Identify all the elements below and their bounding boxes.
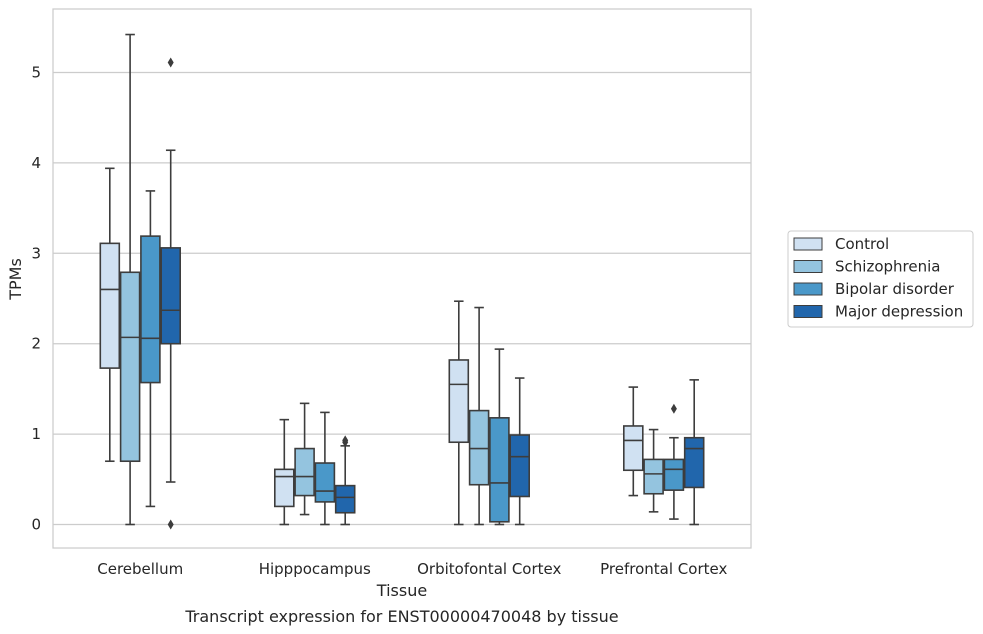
- y-tick-label: 5: [31, 64, 41, 82]
- box-bipolar-disorder: [314, 411, 336, 526]
- y-tick-labels: 0 1 2 3 4 5: [31, 64, 41, 534]
- legend-swatch: [793, 260, 823, 273]
- legend-frame: [787, 230, 974, 328]
- box-body: [448, 359, 470, 444]
- box-body: [119, 271, 141, 463]
- legend-swatch: [793, 237, 823, 251]
- y-tick-label: 2: [31, 335, 41, 353]
- box-body: [683, 436, 705, 489]
- box-body: [663, 458, 685, 491]
- box-body: [273, 468, 295, 508]
- boxes: [99, 33, 705, 530]
- y-tick-label: 3: [31, 244, 41, 262]
- x-axis-title: Tissue: [376, 581, 427, 600]
- y-axis-title: TPMs: [6, 258, 25, 301]
- y-tick-label: 4: [31, 154, 41, 172]
- box-major-depression: [160, 57, 181, 530]
- box-body: [140, 235, 161, 384]
- box-body: [489, 417, 510, 523]
- box-schizophrenia: [468, 306, 490, 526]
- legend-swatch: [793, 305, 823, 318]
- x-tick-label: Cerebellum: [97, 560, 183, 578]
- box-control: [99, 167, 121, 463]
- box-bipolar-disorder: [663, 403, 685, 520]
- box-body: [160, 247, 181, 345]
- box-schizophrenia: [119, 33, 141, 526]
- plot-area: [52, 8, 752, 549]
- box-major-depression: [334, 435, 356, 526]
- y-tick-label: 0: [31, 516, 41, 534]
- box-body: [294, 447, 315, 497]
- legend-label: Control: [835, 235, 889, 253]
- box-control: [448, 300, 470, 526]
- legend-label: Schizophrenia: [835, 258, 940, 276]
- box-body: [509, 434, 531, 498]
- y-tick-label: 1: [31, 425, 41, 443]
- box-body: [99, 242, 121, 369]
- box-body: [622, 425, 644, 472]
- legend-label: Bipolar disorder: [835, 280, 955, 298]
- box-body: [314, 462, 336, 503]
- outlier-point: [167, 57, 174, 68]
- box-bipolar-disorder: [140, 190, 161, 508]
- box-body: [468, 409, 490, 486]
- x-tick-label: Prefrontal Cortex: [600, 560, 727, 578]
- box-body: [334, 484, 356, 514]
- outlier-point: [342, 435, 349, 446]
- box-control: [273, 418, 295, 526]
- x-tick-labels: Cerebellum Hipppocampus Orbitofontal Corte…: [97, 560, 727, 578]
- x-tick-label: Orbitofontal Cortex: [417, 560, 561, 578]
- outlier-point: [670, 403, 677, 414]
- box-schizophrenia: [294, 402, 315, 516]
- box-control: [622, 386, 644, 497]
- x-tick-label: Hipppocampus: [259, 560, 371, 578]
- box-major-depression: [683, 379, 705, 526]
- chart-title: Transcript expression for ENST0000047004…: [184, 607, 618, 626]
- box-major-depression: [509, 377, 531, 526]
- box-bipolar-disorder: [489, 348, 510, 526]
- box-body: [643, 458, 664, 495]
- legend-label: Major depression: [835, 303, 963, 321]
- legend: Control Schizophrenia Bipolar disorder Majo…: [787, 230, 974, 328]
- outlier-point: [167, 519, 174, 530]
- legend-swatch: [793, 282, 823, 296]
- box-schizophrenia: [643, 428, 664, 513]
